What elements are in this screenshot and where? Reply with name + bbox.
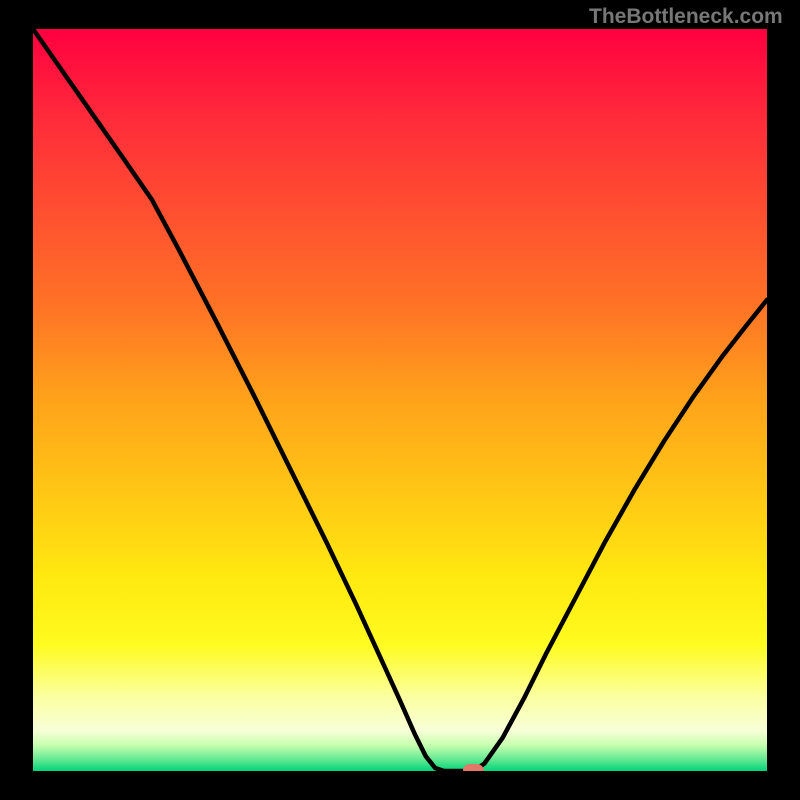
watermark-text: TheBottleneck.com (589, 5, 783, 29)
gradient-background (33, 29, 767, 771)
chart-svg (33, 29, 767, 771)
plot-area (33, 29, 767, 771)
chart-frame: TheBottleneck.com (0, 0, 800, 800)
